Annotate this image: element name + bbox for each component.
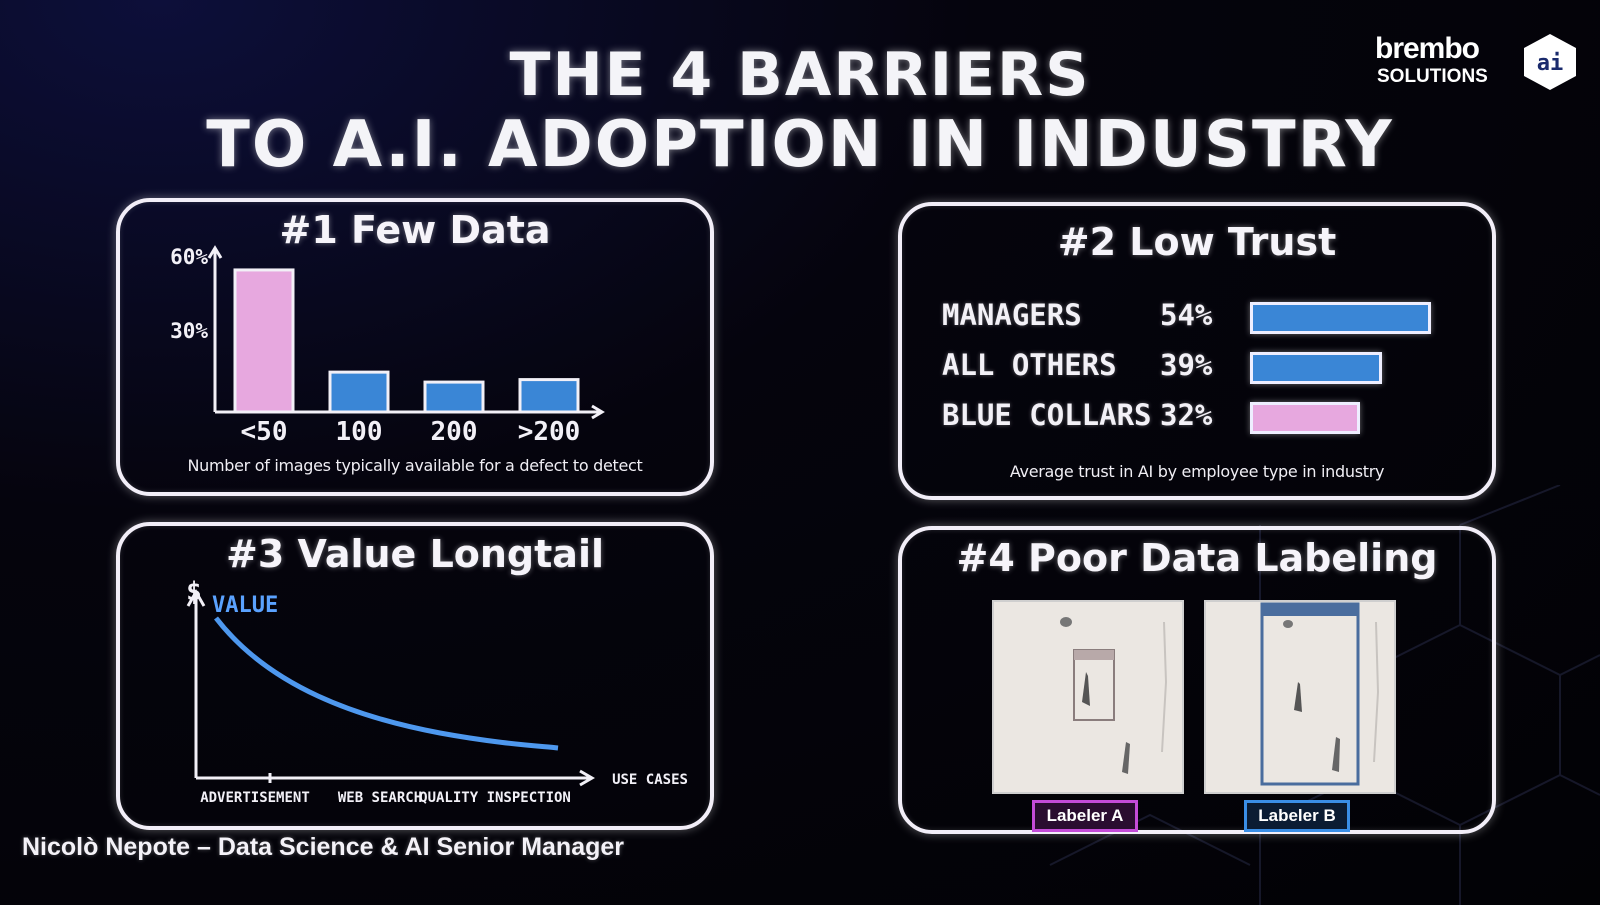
chart-caption: Average trust in AI by employee type in … <box>1009 462 1385 481</box>
trust-row-label: MANAGERS <box>942 298 1082 332</box>
x-tick-label: 200 <box>431 417 478 447</box>
slide-title-line2: TO A.I. ADOPTION IN INDUSTRY <box>206 108 1394 182</box>
y-tick-label: 30% <box>170 319 208 343</box>
panel-value-longtail: #3 Value Longtail $ VALUE ADVERTISEMENT … <box>116 522 714 830</box>
trust-row-label: BLUE COLLARS <box>942 398 1152 432</box>
brembo-solutions-logo: brembo SOLUTIONS ai <box>1375 32 1585 96</box>
bar-1 <box>328 370 390 414</box>
trust-row-percent: 32% <box>1160 398 1213 432</box>
panel-title: #3 Value Longtail <box>226 532 604 576</box>
trust-bar <box>1250 402 1360 434</box>
panel-few-data: #1 Few Data 60% 30% <50 100 200 >200 Number… <box>116 198 714 496</box>
labeled-image-a-content <box>994 602 1182 792</box>
panel-low-trust: #2 Low Trust MANAGERS 54% ALL OTHERS 39% BLU… <box>898 202 1496 500</box>
logo-text-solutions: SOLUTIONS <box>1377 66 1488 87</box>
panel-poor-data-labeling: #4 Poor Data Labeling Labeler A Labeler … <box>898 526 1496 834</box>
x-tick-label: 100 <box>336 417 383 447</box>
panel-title: #2 Low Trust <box>1057 220 1337 264</box>
panel-title: #4 Poor Data Labeling <box>956 536 1438 580</box>
brembo-ai-hexagon-icon: ai <box>1524 34 1576 90</box>
x-tick-label: WEB SEARCH <box>338 790 422 806</box>
panel-title: #1 Few Data <box>279 208 551 252</box>
labeler-a-tag: Labeler A <box>1032 800 1138 832</box>
slide-title-line1: THE 4 BARRIERS <box>509 40 1091 110</box>
x-axis-end-label: USE CASES <box>612 772 688 788</box>
presenter-footer: Nicolò Nepote – Data Science & AI Senior… <box>22 833 625 861</box>
labeled-image-a <box>992 600 1184 794</box>
x-tick-label: ADVERTISEMENT <box>200 790 310 806</box>
trust-row-label: ALL OTHERS <box>942 348 1117 382</box>
trust-bar <box>1250 352 1382 384</box>
x-tick-label: <50 <box>241 417 288 447</box>
trust-bar <box>1250 302 1431 334</box>
chart-caption: Number of images typically available for… <box>187 456 643 475</box>
bar-2 <box>423 380 485 414</box>
value-curve <box>214 616 559 751</box>
x-tick-label: >200 <box>518 417 581 447</box>
y-tick-label: 60% <box>170 245 208 269</box>
bar-0 <box>233 268 295 414</box>
few-data-bar-chart: 60% 30% <50 100 200 >200 <box>170 245 605 447</box>
logo-text-brembo: brembo <box>1375 32 1480 65</box>
x-tick-label: QUALITY INSPECTION <box>419 790 571 806</box>
bar-3 <box>518 378 580 414</box>
labeled-image-b <box>1204 600 1396 794</box>
trust-row-percent: 39% <box>1160 348 1213 382</box>
labeled-image-b-content <box>1206 602 1394 792</box>
svg-text:ai: ai <box>1537 51 1564 76</box>
curve-label: VALUE <box>212 593 278 618</box>
trust-row-percent: 54% <box>1160 298 1213 332</box>
value-longtail-curve-chart: $ VALUE ADVERTISEMENT WEB SEARCH QUALITY… <box>186 578 688 806</box>
labeler-b-tag: Labeler B <box>1244 800 1350 832</box>
